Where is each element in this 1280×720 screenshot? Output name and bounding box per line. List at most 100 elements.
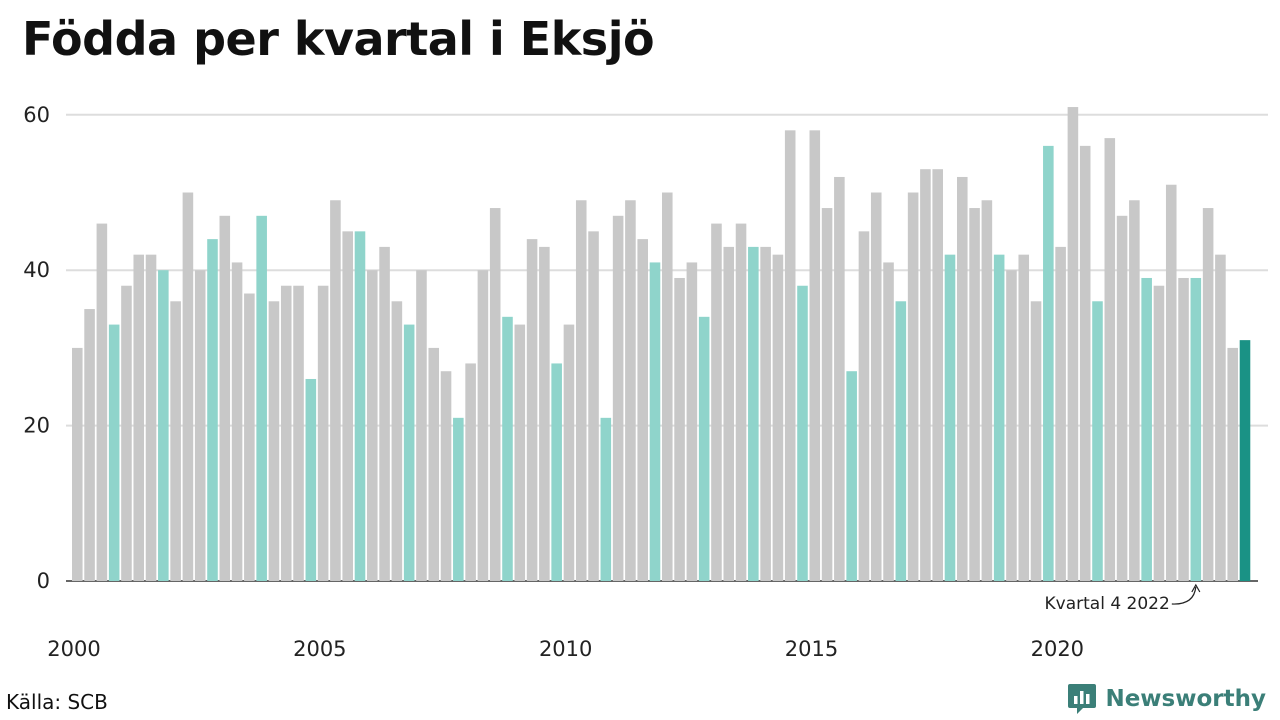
bar (1067, 107, 1079, 581)
bar (182, 192, 194, 581)
bar (1055, 246, 1066, 581)
bar (784, 130, 796, 581)
bar (539, 246, 550, 581)
bar (403, 324, 415, 581)
bar (219, 215, 231, 581)
bar (1165, 184, 1177, 582)
bar (625, 200, 636, 581)
bar (907, 192, 919, 581)
bar (883, 262, 894, 581)
bar (858, 231, 870, 581)
bar (1129, 200, 1140, 581)
bar (84, 309, 95, 581)
y-tick-label: 20 (23, 414, 50, 438)
bar (256, 215, 267, 581)
bar (526, 239, 538, 581)
annotation-arrow (1171, 586, 1197, 605)
bar (993, 254, 1005, 581)
bar (231, 262, 243, 581)
bar (588, 231, 599, 581)
x-tick-label: 2000 (47, 637, 100, 661)
x-tick-label: 2020 (1031, 637, 1084, 661)
x-tick-label: 2005 (293, 637, 346, 661)
brand-name: Newsworthy (1105, 686, 1266, 712)
bar (108, 324, 120, 581)
bar (711, 223, 722, 581)
bar (698, 316, 710, 581)
bar (551, 363, 562, 581)
bar (268, 301, 280, 581)
bar (440, 371, 452, 581)
bar (391, 301, 403, 581)
bar (809, 130, 821, 581)
bar (637, 239, 648, 581)
y-tick-label: 40 (23, 258, 50, 282)
bar (846, 371, 857, 581)
bar (686, 262, 698, 581)
bar (612, 215, 624, 581)
bar (489, 208, 501, 582)
bar (1178, 277, 1189, 581)
bars (72, 107, 1251, 582)
bar (170, 301, 181, 581)
bar (1018, 254, 1030, 581)
bar (121, 285, 132, 581)
bar (1239, 340, 1251, 581)
bar (1043, 145, 1054, 581)
bar (379, 246, 390, 581)
bar (465, 363, 476, 581)
bar (920, 169, 931, 581)
bar (317, 285, 329, 581)
bar (1006, 270, 1017, 581)
bar (1104, 138, 1116, 582)
bar (1141, 277, 1152, 581)
bar (575, 200, 587, 581)
bar (342, 231, 353, 581)
bar (1215, 254, 1226, 581)
bar (1153, 285, 1165, 581)
bar (957, 176, 968, 581)
bar (145, 254, 157, 581)
bar (477, 270, 489, 581)
y-tick-label: 0 (37, 569, 50, 593)
bar (280, 285, 292, 581)
x-axis-ticks: 2000 2005 2010 2015 2020 (47, 637, 1084, 661)
annotation-label: Kvartal 4 2022 (1045, 594, 1170, 614)
bar (133, 254, 145, 581)
bar (293, 285, 304, 581)
x-tick-label: 2010 (539, 637, 592, 661)
bar (1116, 215, 1128, 581)
bar (674, 277, 685, 581)
bar (514, 324, 526, 581)
bar (662, 192, 673, 581)
annotation-arrowhead (1191, 583, 1201, 593)
bar (723, 246, 735, 581)
bar (305, 378, 317, 581)
bar (72, 347, 83, 581)
bar (1092, 301, 1103, 581)
bar (760, 246, 771, 581)
bar (748, 246, 759, 581)
bar (944, 254, 956, 581)
bar (969, 208, 980, 582)
y-axis-ticks: 0 20 40 60 (23, 103, 50, 593)
bar (207, 239, 218, 581)
bar (96, 223, 108, 581)
bar (895, 301, 907, 581)
bar (1227, 347, 1238, 581)
brand-logo: Newsworthy (1067, 682, 1266, 716)
bar-chart: 0 20 40 60 2000 2005 2010 2015 2020 Kvartal 4 2… (23, 103, 1268, 661)
bar (834, 176, 845, 581)
bar (330, 200, 341, 581)
annotation: Kvartal 4 2022 (1045, 583, 1201, 614)
bar (821, 208, 833, 582)
bar (244, 293, 255, 581)
bar (797, 285, 808, 581)
bar (416, 270, 427, 581)
bar (1202, 208, 1214, 582)
x-tick-label: 2015 (785, 637, 838, 661)
bar (1079, 145, 1091, 581)
chart-title: Födda per kvartal i Eksjö (22, 12, 655, 66)
bar (735, 223, 747, 581)
bar (1030, 301, 1042, 581)
